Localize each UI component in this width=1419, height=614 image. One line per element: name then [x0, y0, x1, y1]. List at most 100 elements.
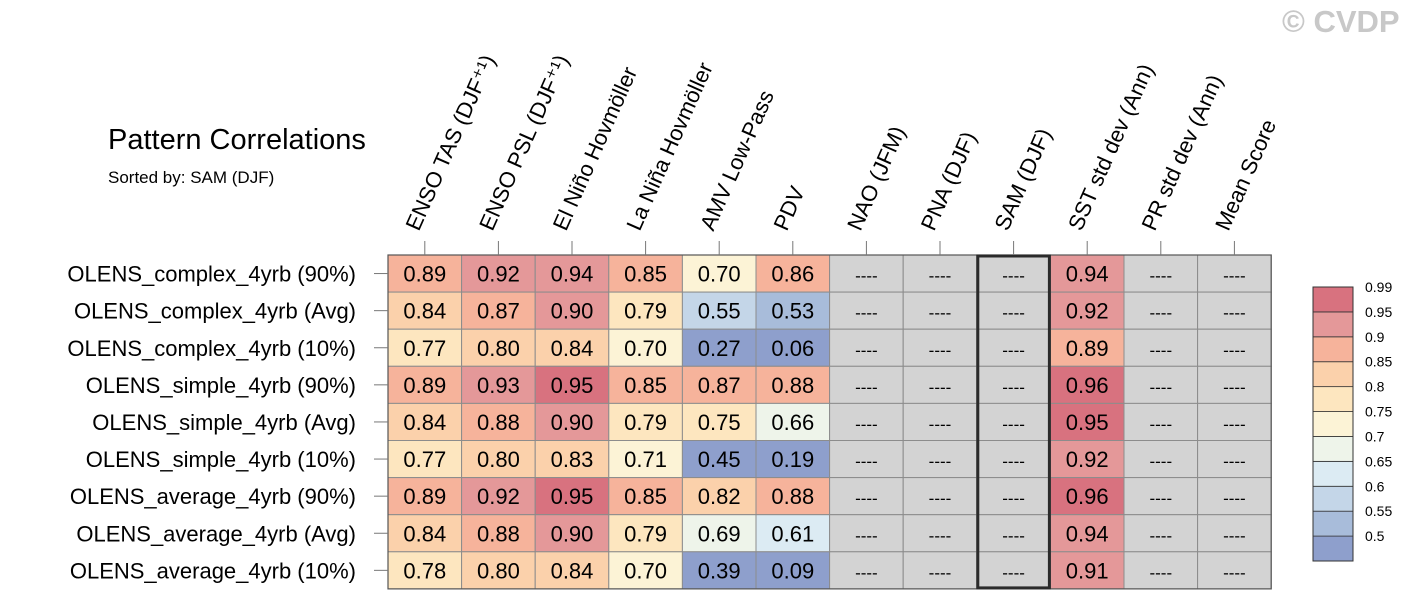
row-label: OLENS_complex_4yrb (Avg)	[74, 299, 356, 324]
heatmap-cell	[755, 254, 831, 293]
cell-value: 0.85	[624, 373, 667, 398]
cell-value: 0.53	[771, 299, 814, 324]
colorbar-bin	[1312, 485, 1354, 512]
cell-value: ----	[1002, 415, 1025, 434]
cell-value: 0.09	[771, 558, 814, 583]
cell-value: ----	[1149, 378, 1172, 397]
heatmap-cell	[534, 328, 610, 367]
cell-value: 0.84	[403, 521, 446, 546]
heatmap-cell	[1123, 551, 1199, 590]
column-label: PNA (DJF)	[916, 128, 982, 234]
heatmap-cell	[387, 551, 463, 590]
cell-value: ----	[855, 304, 878, 323]
cell-value: 0.94	[551, 262, 594, 287]
cell-value: ----	[1002, 563, 1025, 582]
cell-value: ----	[929, 563, 952, 582]
colorbar-label: 0.95	[1365, 304, 1392, 320]
cell-value: ----	[1223, 304, 1246, 323]
cell-value: 0.93	[477, 373, 520, 398]
cell-value: 0.84	[403, 410, 446, 435]
cell-value: 0.75	[698, 410, 741, 435]
cell-value: ----	[855, 267, 878, 286]
cell-value: 0.80	[477, 447, 520, 472]
colorbar-label: 0.99	[1365, 279, 1392, 295]
cell-value: 0.90	[551, 299, 594, 324]
heatmap-cell	[829, 291, 904, 330]
heatmap-cell	[976, 551, 1051, 590]
cell-value: ----	[1223, 563, 1246, 582]
cell-value: ----	[855, 415, 878, 434]
cell-value: ----	[1002, 526, 1025, 545]
cell-value: ----	[929, 378, 952, 397]
heatmap-cell	[608, 477, 683, 516]
heatmap-cell	[1197, 254, 1272, 293]
cell-value: 0.61	[771, 521, 814, 546]
cell-value: ----	[1149, 267, 1172, 286]
cell-value: ----	[1149, 526, 1172, 545]
heatmap-cell	[608, 291, 683, 330]
cell-value: ----	[1223, 452, 1246, 471]
heatmap-cell	[976, 291, 1051, 330]
heatmap-cell	[1049, 440, 1125, 479]
heatmap-cell	[755, 365, 831, 404]
cell-value: ----	[1223, 526, 1246, 545]
cell-value: ----	[1223, 341, 1246, 360]
watermark: © CVDP	[1282, 4, 1400, 39]
cell-value: 0.92	[477, 484, 520, 509]
cell-value: 0.82	[698, 484, 741, 509]
heatmap-cell	[387, 254, 463, 293]
cell-value: ----	[855, 563, 878, 582]
colorbar-bin	[1312, 411, 1354, 437]
row-label: OLENS_simple_4yrb (10%)	[86, 447, 356, 472]
cell-value: 0.85	[624, 484, 667, 509]
cell-value: ----	[929, 452, 952, 471]
cell-value: ----	[1149, 563, 1172, 582]
cell-value: 0.89	[403, 484, 446, 509]
heatmap-cell	[608, 328, 683, 367]
chart-title: Pattern Correlations	[108, 124, 366, 156]
cell-value: ----	[1002, 378, 1025, 397]
heatmap-cell	[976, 365, 1051, 404]
cell-value: 0.66	[771, 410, 814, 435]
heatmap-cell	[829, 440, 904, 479]
heatmap-cell	[608, 551, 683, 590]
heatmap-cell	[1123, 365, 1199, 404]
colorbar-label: 0.55	[1365, 503, 1392, 519]
cell-value: 0.92	[1066, 299, 1109, 324]
row-label: OLENS_simple_4yrb (90%)	[86, 373, 356, 398]
heatmap-cell	[1049, 477, 1125, 516]
cell-value: 0.78	[403, 558, 446, 583]
cell-value: ----	[855, 378, 878, 397]
heatmap-cell	[387, 514, 463, 553]
cell-value: 0.83	[551, 447, 594, 472]
cell-value: 0.88	[771, 484, 814, 509]
colorbar-bin	[1312, 460, 1354, 487]
cell-value: ----	[1002, 452, 1025, 471]
heatmap-cell	[902, 291, 978, 330]
heatmap-cell	[534, 402, 610, 441]
colorbar-bin	[1312, 311, 1354, 338]
cell-value: ----	[929, 489, 952, 508]
cell-value: 0.90	[551, 521, 594, 546]
heatmap-cell	[681, 291, 757, 330]
colorbar-label: 0.75	[1365, 404, 1392, 420]
cell-value: 0.89	[1066, 336, 1109, 361]
row-label: OLENS_complex_4yrb (10%)	[67, 336, 356, 361]
colorbar-bin	[1312, 386, 1354, 412]
heatmap-cell	[1197, 514, 1272, 553]
colorbar-bin	[1312, 361, 1354, 388]
column-label: AMV Low-Pass	[695, 86, 779, 234]
colorbar-label: 0.7	[1365, 428, 1385, 444]
cell-value: 0.80	[477, 336, 520, 361]
heatmap-cell	[902, 254, 978, 293]
heatmap-cell	[1123, 477, 1199, 516]
cell-value: 0.92	[477, 262, 520, 287]
heatmap-cell	[387, 477, 463, 516]
chart-subtitle: Sorted by: SAM (DJF)	[108, 168, 275, 187]
colorbar-bin	[1312, 336, 1354, 363]
cell-value: 0.91	[1066, 558, 1109, 583]
cell-value: ----	[929, 304, 952, 323]
cell-value: 0.77	[403, 447, 446, 472]
cell-value: 0.84	[551, 336, 594, 361]
